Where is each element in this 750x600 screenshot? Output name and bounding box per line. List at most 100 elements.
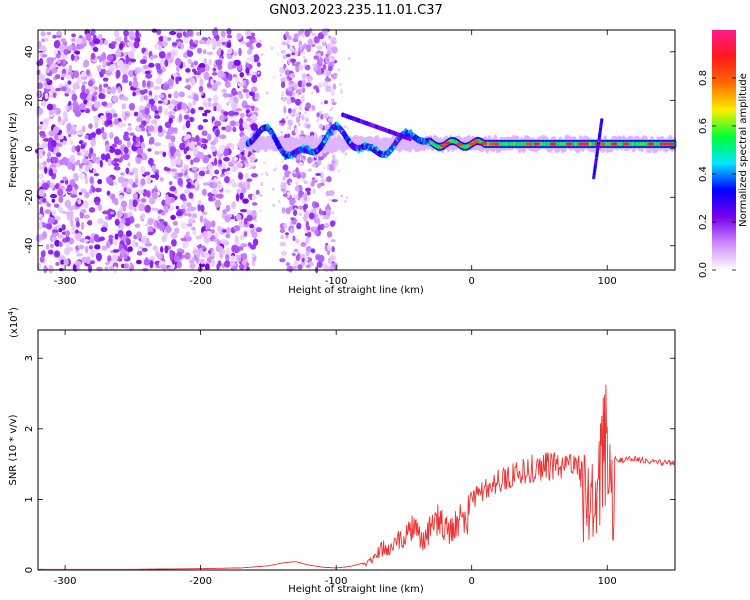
spectrogram-cell [199,39,205,45]
spectrogram-cell [77,76,81,85]
spectrogram-cell [168,117,173,124]
spectrogram-cell [309,181,312,184]
spectrogram-cell [136,147,144,155]
spectrogram-cell [312,41,315,45]
spectrogram-cell [190,159,194,166]
spectrogram-cell [80,208,87,214]
spectrogram-cell [40,250,46,258]
spectrogram-cell [164,197,172,206]
spectrogram-cell [171,42,178,47]
spectrogram-cell [256,62,261,67]
spectrogram-cell [325,208,331,217]
spectrogram-cell [49,182,55,190]
spectrogram-cell [293,194,299,200]
spectrogram-cell [59,138,64,143]
spectrogram-cell [81,256,88,264]
spectrogram-cell [153,94,158,102]
spectrogram-cell [295,98,301,106]
spectrogram-cell [197,265,203,273]
spectrogram-cell [165,225,172,233]
spectrogram-cell [132,192,138,200]
spectrogram-cell [245,78,249,86]
spectrogram-cell [52,109,57,115]
spectrogram-cell [213,157,218,166]
spectrogram-cell [158,105,163,114]
spectrogram-cell [133,207,137,212]
spectrogram-cell [313,35,320,44]
spectrogram-cell [90,260,95,265]
spectrogram-cell [223,93,229,98]
spectrogram-cell [83,238,90,243]
spectrogram-cell [305,82,312,87]
spectrogram-cell [331,116,334,120]
spectrogram-cell [186,50,194,57]
spectrogram-cell [115,69,121,78]
spectrogram-cell [254,41,258,45]
spectrogram-cell [58,43,66,53]
spectrogram-cell [251,32,256,37]
spectrogram-cell [191,166,198,171]
spectrogram-cell [148,157,154,166]
spectrogram-cell [172,73,178,78]
spectrogram-cell [157,125,163,133]
spectrogram-cell [83,99,88,105]
spectrogram-cell [70,219,74,227]
spectrogram-cell [199,258,205,265]
spectrogram-cell [129,58,136,63]
spectrogram-cell [225,247,231,255]
spectrogram-cell [88,123,93,129]
spectrogram-cell [66,122,72,131]
spectrogram-cell [211,220,216,228]
spectrogram-cell [85,33,92,41]
spectrogram-cell [316,112,320,118]
spectrogram-cell [245,262,250,267]
spectrogram-cell [170,231,178,240]
spectrogram-cell [42,197,47,203]
spectrogram-cell [221,126,226,131]
spectrogram-cell [287,41,291,45]
spectrogram-cell [125,230,132,237]
spectrogram-cell [120,200,128,208]
spectrogram-cell [223,171,232,176]
spectrogram-cell [224,80,231,89]
spectrogram-cell [201,211,208,215]
spectrogram-cell [55,87,61,92]
spectrogram-cell [119,221,125,230]
spectrogram-cell [78,192,83,196]
spectrogram-cell [175,75,179,85]
spectrogram-cell [101,131,107,140]
spectrogram-cell [226,41,232,49]
spectrogram-cell [170,99,176,106]
spectrogram-cell [119,172,125,176]
spectrogram-cell [300,28,304,34]
spectrogram-cell [173,255,180,263]
spectrogram-cell [300,114,303,118]
spectrogram-cell [146,80,151,88]
spectrogram-cell [55,152,62,158]
spectrogram-cell [293,248,299,253]
spectrogram-cell [171,172,176,177]
spectrogram-cell [83,200,89,209]
spectrogram-cell [76,265,80,270]
spectrogram-cell [39,130,46,136]
spectrogram-x-tick-label: 0 [469,276,475,287]
spectrogram-cell [193,60,198,66]
spectrogram-cell [194,172,199,180]
spectrogram-cell [177,248,183,253]
spectrogram-cell [79,172,86,180]
spectrogram-cell [339,83,342,86]
spectrogram-cell [320,101,323,105]
spectrogram-cell [305,220,310,229]
spectrogram-cell [283,106,287,114]
spectrogram-cell [224,176,230,184]
spectrogram-cell [189,206,197,211]
spectrogram-cell [47,216,55,225]
spectrogram-cell [117,86,121,94]
spectrogram-cell [154,123,159,129]
spectrogram-cell [293,153,297,158]
spectrogram-cell [111,86,116,95]
spectrogram-cell [252,238,259,246]
spectrogram-cell [318,254,325,263]
spectrogram-cell [244,149,249,157]
spectrogram-cell [117,60,124,69]
